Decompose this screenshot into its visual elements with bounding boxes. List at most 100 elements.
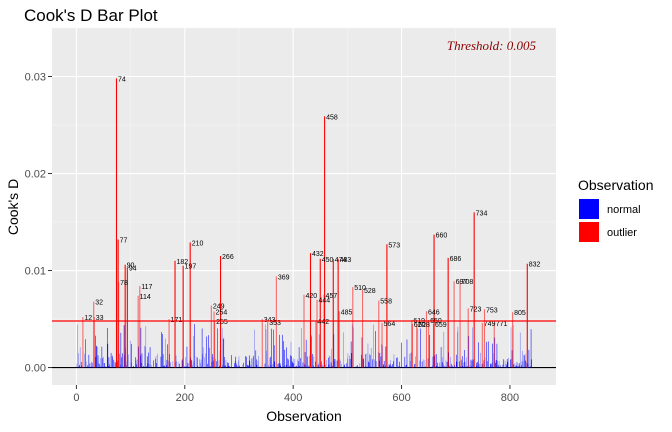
bar-normal [144,346,146,368]
bar-normal [396,357,398,368]
bar-normal [345,366,347,368]
bar-normal [530,366,531,368]
bar-normal [461,356,463,368]
bar-normal [399,361,400,368]
bar-outlier [526,263,528,368]
bar-normal [237,366,239,368]
bar-normal [76,363,78,368]
bar-normal [273,345,275,368]
bar-normal [194,324,195,368]
bar-normal [120,332,122,368]
bar-normal [357,365,358,368]
bar-normal [392,364,393,368]
bar-normal [264,363,266,368]
bar-normal [95,335,96,368]
bar-normal [84,353,85,368]
bar-normal [235,364,237,368]
point-label: 255 [216,319,228,326]
bar-outlier [261,319,263,368]
bar-normal [318,363,319,368]
bar-normal [291,361,293,368]
bar-normal [516,365,517,368]
bar-normal [297,359,298,368]
bar-normal [109,364,110,368]
bar-normal [200,359,202,368]
bar-normal [385,346,387,368]
bar-normal [359,363,361,368]
bar-normal [256,359,257,368]
bar-normal [364,354,366,368]
bar-normal [401,342,402,368]
bar-outlier [361,289,364,368]
bar-normal [107,343,109,368]
bar-normal [159,366,161,368]
bar-normal [155,358,156,368]
bar-normal [305,339,307,368]
bar-normal [317,364,319,368]
bar-normal [219,365,220,368]
bar-normal [250,364,252,368]
bar-normal [371,366,373,368]
bar-normal [497,365,499,368]
bar-normal [147,356,148,368]
bar-normal [290,341,292,368]
bar-normal [100,366,102,368]
bar-normal [528,349,530,368]
bar-normal [475,366,477,368]
bar-normal [172,361,174,368]
bar-normal [105,366,106,368]
bar-outlier [137,295,139,368]
bar-normal [111,355,113,368]
bar-normal [95,357,97,368]
bar-normal [314,367,316,368]
bar-normal [102,358,103,368]
bar-normal [504,360,506,368]
bar-normal [279,334,280,368]
bar-normal [302,366,303,368]
bar-normal [391,365,393,368]
bar-normal [425,366,426,368]
bar-normal [99,358,101,368]
bar-normal [272,363,273,368]
bar-normal [292,358,294,368]
bar-normal [270,365,272,368]
bar-normal [452,365,453,368]
x-tick-label: 800 [501,392,519,404]
bar-normal [421,361,423,368]
bar-normal [401,366,403,368]
bar-outlier [168,319,170,368]
bar-normal [350,341,352,368]
bar-normal [370,347,372,368]
bar-normal [190,359,192,368]
bar-normal [99,364,100,368]
bar-normal [406,364,407,368]
bar-outlier [126,267,128,368]
point-label: 249 [213,303,225,310]
bar-normal [521,361,523,368]
bar-normal [375,331,376,368]
bar-normal [355,366,356,368]
bar-normal [420,328,421,368]
bar-normal [374,359,375,368]
bar-normal [495,360,497,368]
bar-normal [393,361,394,368]
bar-normal [186,346,188,368]
bar-normal [88,354,90,368]
bar-normal [243,362,244,368]
bar-outlier [315,320,317,368]
bar-normal [413,366,414,368]
bar-normal [297,366,299,368]
bar-normal [164,338,166,368]
bar-normal [361,354,362,368]
bar-normal [296,365,297,368]
bar-outlier [381,322,383,368]
bar-normal [302,362,304,368]
bar-normal [312,365,314,368]
bar-normal [514,363,516,368]
chart-title: Cook's D Bar Plot [24,6,158,25]
bar-normal [286,347,287,368]
bar-normal [161,332,162,368]
bar-normal [346,363,348,368]
bar-normal [235,356,237,368]
bar-normal [162,333,163,368]
